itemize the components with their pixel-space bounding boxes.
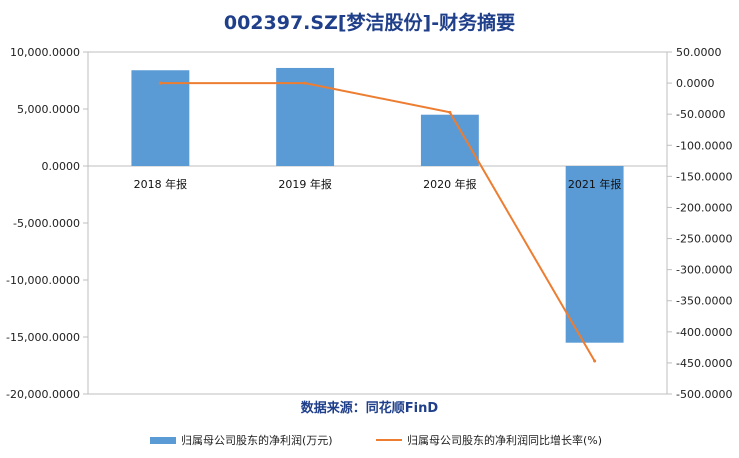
right-axis-tick-label: -500.0000: [676, 388, 732, 401]
growth-rate-point: [448, 110, 452, 114]
legend-line-label: 归属母公司股东的净利润同比增长率(%): [407, 434, 603, 447]
right-axis-tick-label: -400.0000: [676, 326, 732, 339]
growth-rate-point: [158, 81, 162, 85]
right-axis-tick-label: -200.0000: [676, 201, 732, 214]
category-label: 2019 年报: [278, 177, 332, 191]
category-label: 2020 年报: [423, 177, 477, 191]
left-axis-tick-label: -5,000.0000: [13, 217, 80, 230]
category-labels-layer: 2018 年报 2019 年报 2020 年报 2021 年报: [134, 177, 622, 191]
chart-title: 002397.SZ[梦洁股份]-财务摘要: [223, 12, 516, 34]
legend: 归属母公司股东的净利润(万元) 归属母公司股东的净利润同比增长率(%): [0, 432, 739, 452]
left-axis-tick-label: -10,000.0000: [6, 274, 80, 287]
bars-layer: [131, 67, 624, 343]
bar: [131, 70, 190, 166]
axes-layer: 10,000.0000 5,000.0000 0.0000 -5,000.0000 -1…: [6, 46, 732, 401]
category-label: 2021 年报: [568, 177, 622, 191]
right-axis-tick-label: 0.0000: [676, 77, 715, 90]
left-axis-tick-label: 0.0000: [42, 160, 81, 173]
legend-line-swatch: [376, 439, 402, 441]
legend-bar-label: 归属母公司股东的净利润(万元): [181, 434, 333, 447]
right-axis-tick-label: -150.0000: [676, 170, 732, 183]
right-axis-tick-label: -100.0000: [676, 139, 732, 152]
line-layer: [158, 81, 597, 363]
legend-item-line: 归属母公司股东的净利润同比增长率(%): [376, 432, 602, 448]
left-axis-tick-label: 5,000.0000: [17, 103, 80, 116]
left-axis-tick-label: -15,000.0000: [6, 331, 80, 344]
category-label: 2018 年报: [134, 177, 188, 191]
legend-bar-swatch: [150, 436, 176, 444]
right-axis-tick-label: -350.0000: [676, 295, 732, 308]
data-source: 数据来源：同花顺FinD: [300, 401, 439, 416]
growth-rate-point: [303, 81, 307, 85]
growth-rate-point: [593, 359, 597, 363]
growth-rate-line: [160, 82, 596, 362]
bar: [420, 114, 479, 166]
left-axis-tick-label: 10,000.0000: [10, 46, 80, 59]
right-axis-tick-label: -450.0000: [676, 357, 732, 370]
right-axis-tick-label: -50.0000: [676, 108, 725, 121]
left-axis-tick-label: -20,000.0000: [6, 388, 80, 401]
legend-item-bar: 归属母公司股东的净利润(万元): [150, 432, 333, 448]
right-axis-tick-label: -300.0000: [676, 264, 732, 277]
right-axis-tick-label: 50.0000: [676, 46, 722, 59]
bar: [565, 166, 624, 343]
right-axis-tick-label: -250.0000: [676, 233, 732, 246]
